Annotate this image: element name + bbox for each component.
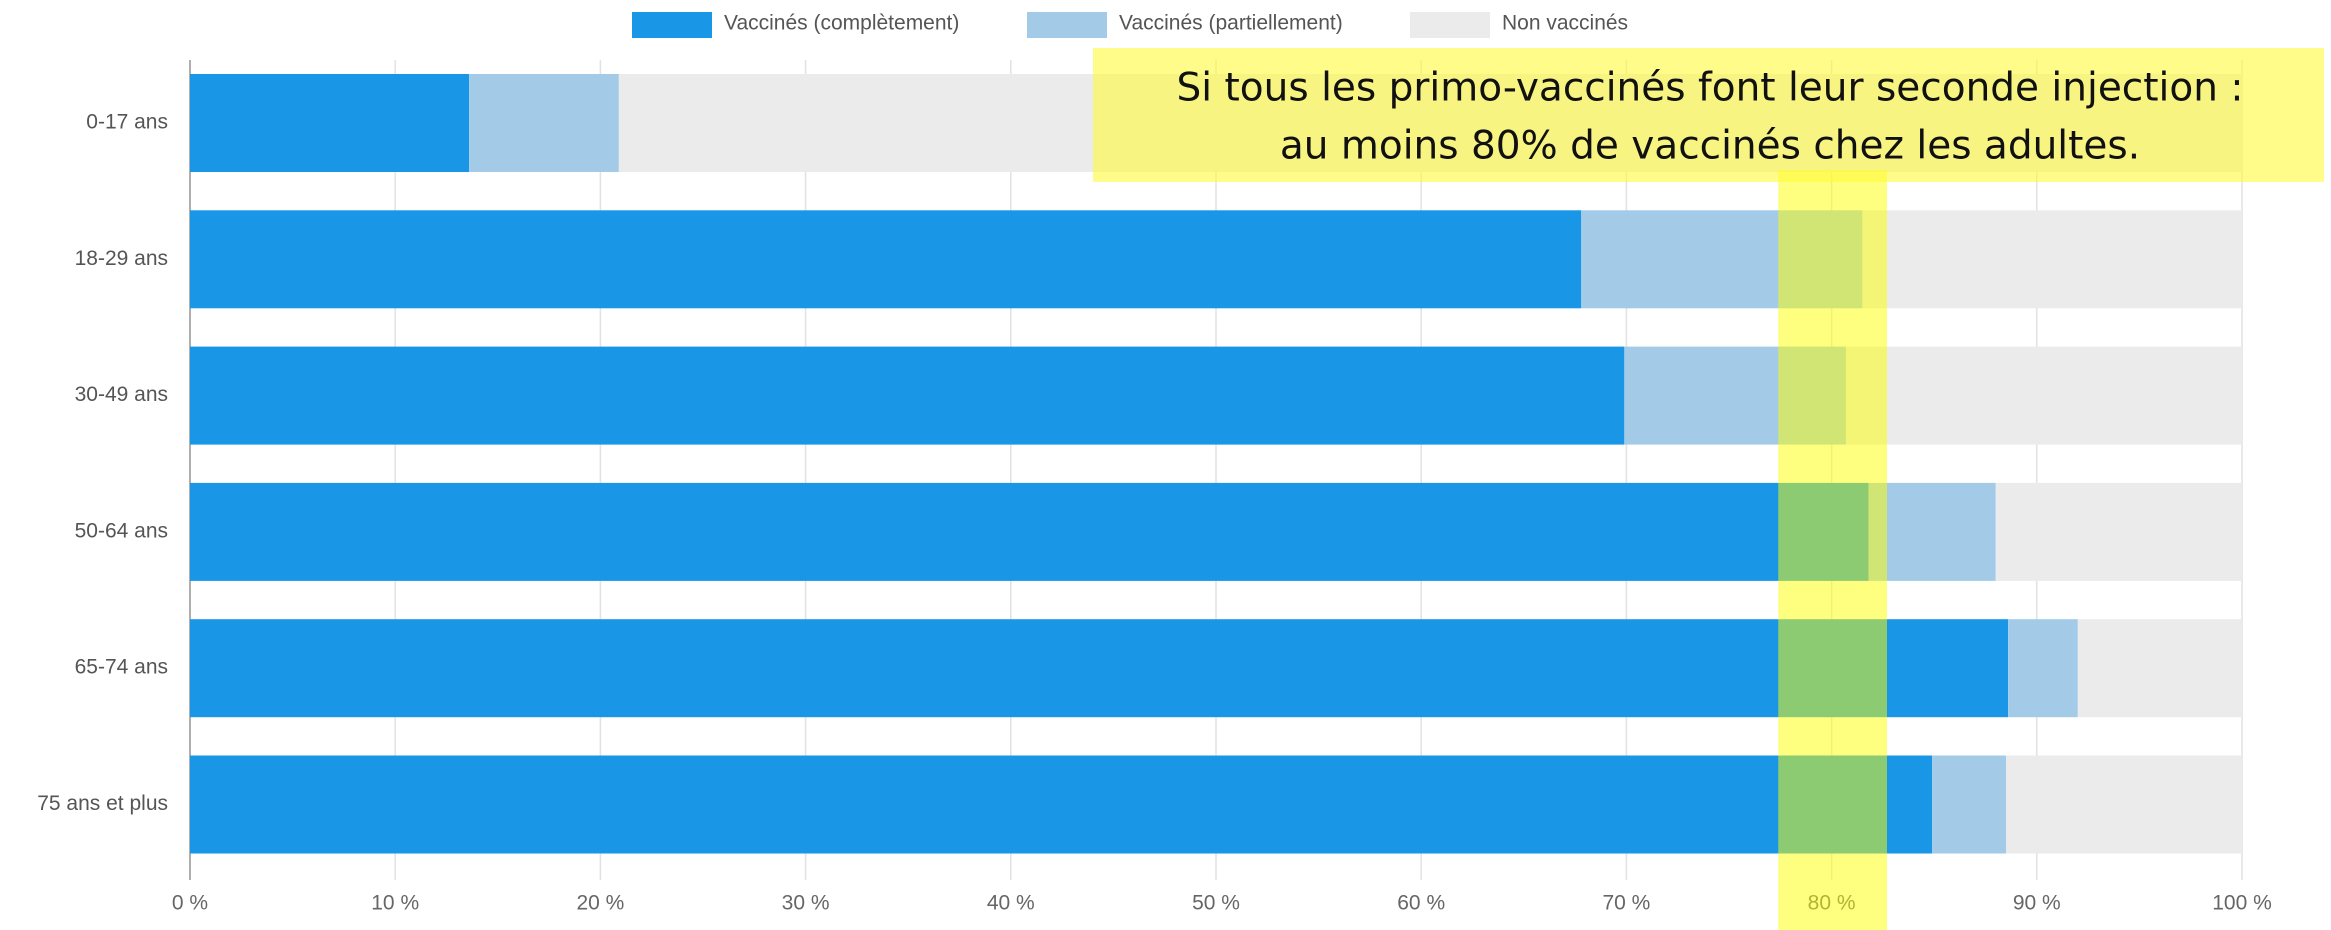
bar-segment <box>2008 619 2078 718</box>
bar-segment <box>2077 619 2242 718</box>
x-tick-label: 70 % <box>1602 892 1650 915</box>
legend-label: Vaccinés (partiellement) <box>1119 12 1343 35</box>
x-tick-label: 100 % <box>2212 892 2272 915</box>
highlight-band <box>1778 170 1888 930</box>
annotation-box <box>1093 48 2324 182</box>
x-tick-label: 20 % <box>576 892 624 915</box>
bar-segment <box>190 210 1582 309</box>
bar-segment <box>190 755 1933 854</box>
x-tick-label: 0 % <box>172 892 208 915</box>
bar-segment <box>190 482 1869 581</box>
bar-segment <box>1995 482 2242 581</box>
x-tick-label: 60 % <box>1397 892 1445 915</box>
bar-segment <box>1868 482 1996 581</box>
y-tick-label: 50-64 ans <box>75 519 168 542</box>
y-tick-label: 30-49 ans <box>75 383 168 406</box>
bar-segment <box>190 74 470 172</box>
y-tick-label: 0-17 ans <box>86 111 168 134</box>
legend-swatch <box>1410 12 1490 38</box>
bar-segment <box>190 346 1625 445</box>
y-tick-label: 18-29 ans <box>75 247 168 270</box>
annotation-text: au moins 80% de vaccinés chez les adulte… <box>1280 124 2140 169</box>
bar-segment <box>469 74 619 172</box>
annotation-text: Si tous les primo-vaccinés font leur sec… <box>1177 66 2244 111</box>
y-tick-label: 75 ans et plus <box>37 792 168 815</box>
bar-segment <box>190 619 2009 718</box>
x-tick-label: 40 % <box>987 892 1035 915</box>
x-tick-label: 50 % <box>1192 892 1240 915</box>
bar-segment <box>1845 346 2242 445</box>
legend-swatch <box>1027 12 1107 38</box>
legend-swatch <box>632 12 712 38</box>
legend-label: Non vaccinés <box>1502 12 1628 35</box>
x-tick-label: 30 % <box>782 892 830 915</box>
bar-segment <box>1932 755 2007 854</box>
x-tick-label: 90 % <box>2013 892 2061 915</box>
x-tick-label: 10 % <box>371 892 419 915</box>
legend-label: Vaccinés (complètement) <box>724 12 959 35</box>
bar-segment <box>2006 755 2242 854</box>
bar-segment <box>1862 210 2242 309</box>
y-tick-label: 65-74 ans <box>75 656 168 679</box>
